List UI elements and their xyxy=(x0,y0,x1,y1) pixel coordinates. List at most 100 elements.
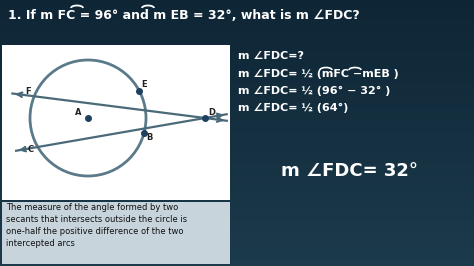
Bar xyxy=(0,82,474,83)
Bar xyxy=(0,157,474,158)
Bar xyxy=(0,196,474,197)
Bar xyxy=(0,215,474,216)
Bar xyxy=(0,165,474,166)
Bar xyxy=(0,133,474,134)
Bar xyxy=(0,23,474,24)
Bar xyxy=(0,128,474,129)
Bar xyxy=(0,36,474,37)
Text: C: C xyxy=(28,145,34,154)
Bar xyxy=(0,73,474,74)
Bar xyxy=(0,114,474,115)
Bar xyxy=(0,19,474,20)
Bar xyxy=(0,91,474,92)
Bar xyxy=(0,167,474,168)
Bar xyxy=(0,229,474,230)
Bar xyxy=(0,246,474,247)
Bar xyxy=(0,193,474,194)
Bar xyxy=(0,164,474,165)
Bar xyxy=(0,76,474,77)
Bar xyxy=(0,206,474,207)
Bar xyxy=(0,237,474,238)
Bar xyxy=(0,56,474,57)
Bar xyxy=(0,7,474,8)
Bar xyxy=(0,200,474,201)
Bar xyxy=(0,75,474,76)
Bar xyxy=(0,42,474,43)
Bar xyxy=(0,241,474,242)
Bar xyxy=(0,212,474,213)
Bar xyxy=(0,176,474,177)
Bar xyxy=(0,63,474,64)
Bar xyxy=(0,166,474,167)
Bar xyxy=(0,72,474,73)
Bar xyxy=(0,259,474,260)
Bar xyxy=(0,26,474,27)
Bar xyxy=(0,155,474,156)
Bar xyxy=(0,88,474,89)
Bar xyxy=(0,100,474,101)
Bar xyxy=(0,142,474,143)
Bar xyxy=(0,171,474,172)
Bar xyxy=(0,24,474,25)
Bar xyxy=(0,224,474,225)
Bar xyxy=(0,55,474,56)
Bar xyxy=(0,79,474,80)
Bar xyxy=(0,57,474,58)
Bar xyxy=(0,137,474,138)
Bar xyxy=(0,235,474,236)
Bar xyxy=(0,256,474,257)
Bar xyxy=(0,232,474,233)
Bar xyxy=(0,264,474,265)
Bar xyxy=(0,41,474,42)
Bar xyxy=(0,156,474,157)
Bar xyxy=(0,21,474,22)
Bar xyxy=(0,61,474,62)
Bar xyxy=(0,62,474,63)
Bar xyxy=(0,160,474,161)
Bar xyxy=(0,85,474,86)
Bar xyxy=(0,22,474,23)
Bar xyxy=(0,183,474,184)
Bar xyxy=(0,17,474,18)
Bar xyxy=(0,53,474,54)
Bar xyxy=(0,131,474,132)
Bar xyxy=(0,213,474,214)
Bar xyxy=(0,233,474,234)
Bar xyxy=(0,147,474,148)
Bar xyxy=(0,231,474,232)
Bar xyxy=(0,89,474,90)
Bar xyxy=(0,162,474,163)
Bar xyxy=(0,209,474,210)
Bar xyxy=(0,2,474,3)
Bar xyxy=(0,143,474,144)
Bar xyxy=(0,134,474,135)
Bar xyxy=(0,261,474,262)
Bar xyxy=(0,30,474,31)
Bar xyxy=(0,111,474,112)
Bar xyxy=(0,170,474,171)
Bar xyxy=(0,140,474,141)
Bar xyxy=(0,258,474,259)
Text: B: B xyxy=(146,133,153,142)
Bar xyxy=(0,191,474,192)
Bar xyxy=(0,39,474,40)
Bar xyxy=(0,150,474,151)
Bar xyxy=(0,117,474,118)
Bar xyxy=(0,227,474,228)
Text: m ∠FDC= ½ (64°): m ∠FDC= ½ (64°) xyxy=(238,103,348,113)
Bar xyxy=(0,222,474,223)
Bar xyxy=(0,254,474,255)
Bar xyxy=(0,11,474,12)
Bar xyxy=(0,29,474,30)
Bar xyxy=(0,87,474,88)
Bar xyxy=(0,180,474,181)
Bar xyxy=(0,211,474,212)
Bar xyxy=(0,148,474,149)
Bar xyxy=(0,194,474,195)
Bar xyxy=(0,115,474,116)
Bar xyxy=(0,50,474,51)
Bar xyxy=(0,28,474,29)
Bar xyxy=(0,174,474,175)
Bar xyxy=(0,6,474,7)
Bar xyxy=(0,9,474,10)
